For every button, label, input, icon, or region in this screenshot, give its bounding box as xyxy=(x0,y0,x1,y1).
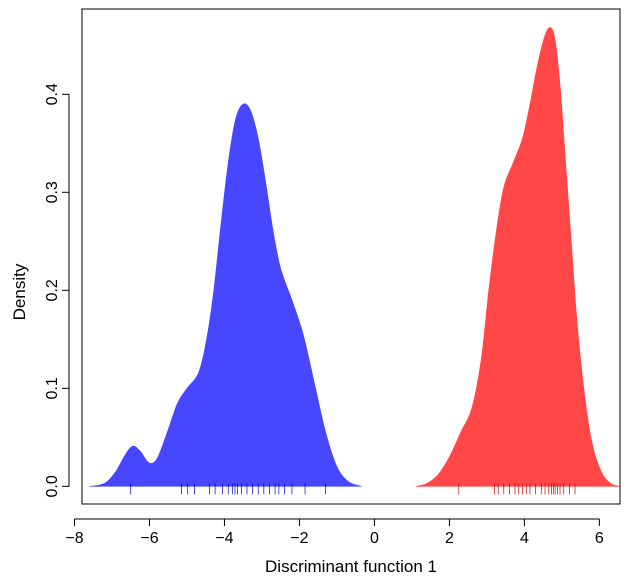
density-area-2 xyxy=(415,27,621,487)
y-tick-label: 0.3 xyxy=(44,181,61,203)
x-tick-label: 4 xyxy=(520,530,529,547)
x-tick-label: 2 xyxy=(445,530,454,547)
density-area-1 xyxy=(89,103,362,487)
x-tick-label: −8 xyxy=(65,530,83,547)
y-axis: 0.0 0.1 0.2 0.3 0.4 xyxy=(44,83,70,497)
y-tick-label: 0.4 xyxy=(44,83,61,105)
density-areas xyxy=(89,27,621,487)
x-tick-label: −2 xyxy=(290,530,308,547)
x-axis: −8 −6 −4 −2 0 2 4 6 xyxy=(65,518,604,547)
y-axis-label: Density xyxy=(10,263,29,320)
plot-frame xyxy=(81,8,621,505)
x-tick-label: −6 xyxy=(140,530,158,547)
rug-marks xyxy=(130,483,576,495)
x-tick-label: −4 xyxy=(215,530,233,547)
x-tick-label: 6 xyxy=(595,530,604,547)
x-axis-label: Discriminant function 1 xyxy=(265,557,437,576)
y-tick-label: 0.1 xyxy=(44,377,61,399)
x-tick-label: 0 xyxy=(370,530,379,547)
y-tick-label: 0.2 xyxy=(44,279,61,301)
y-tick-label: 0.0 xyxy=(44,475,61,497)
